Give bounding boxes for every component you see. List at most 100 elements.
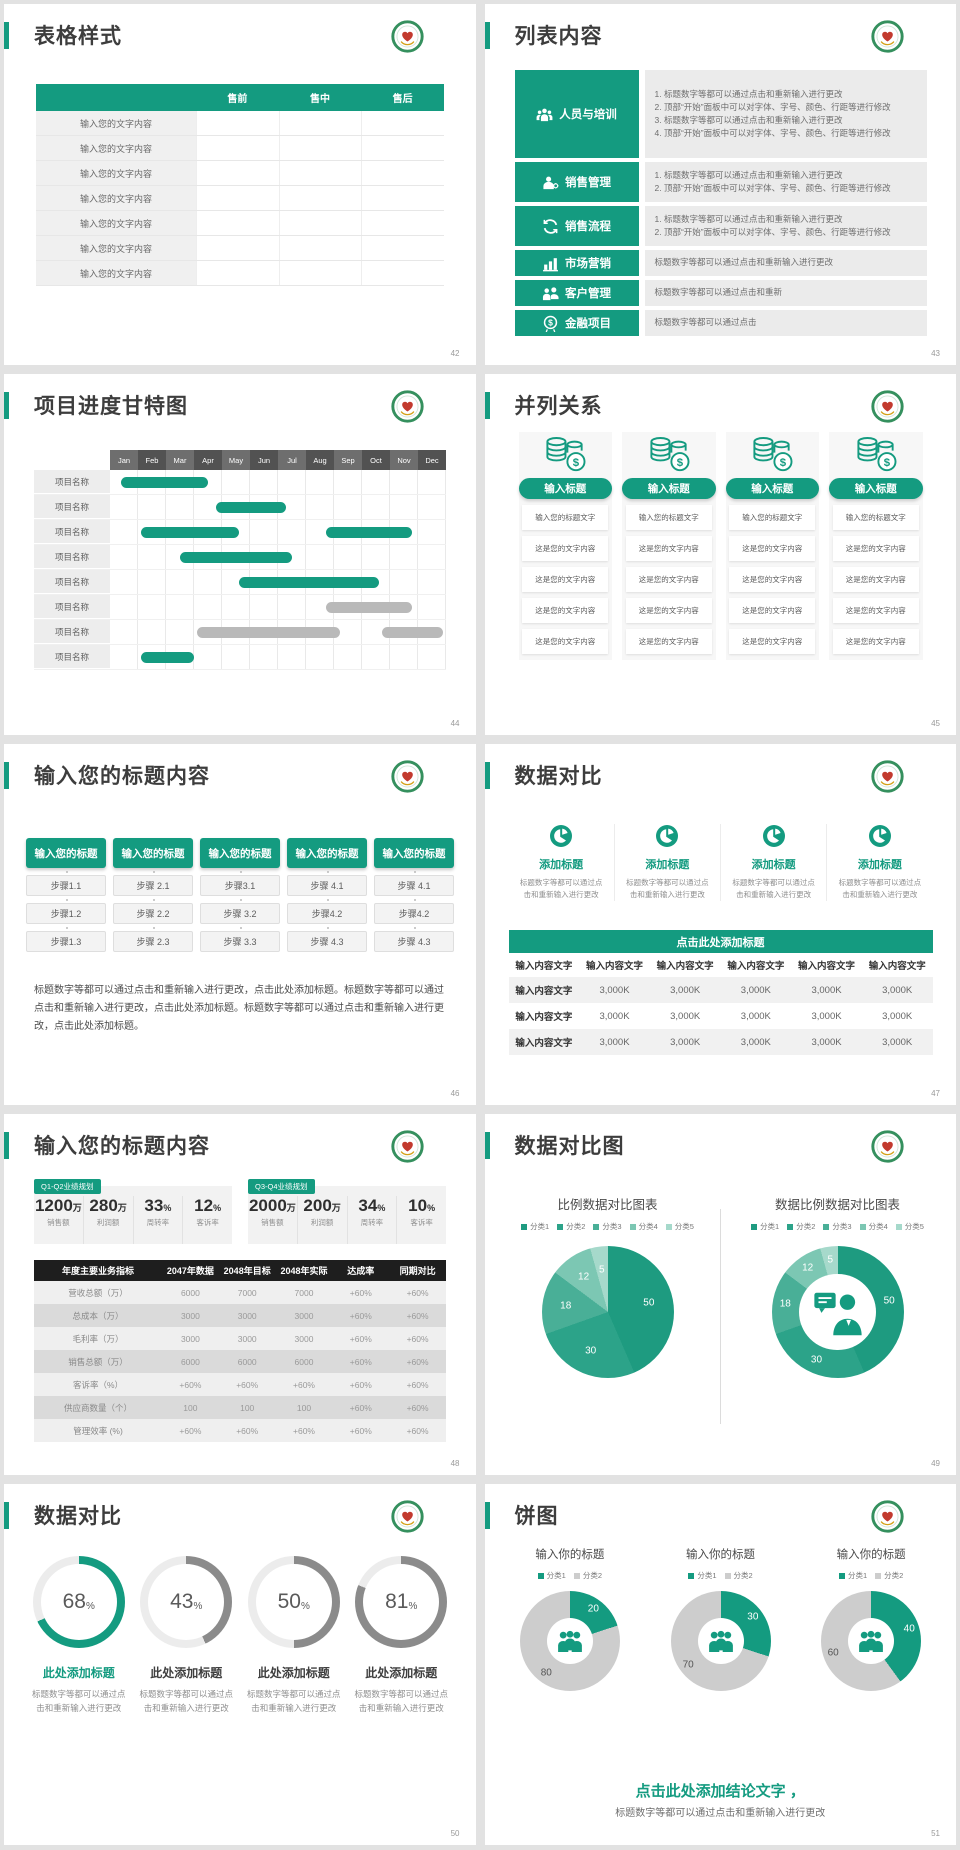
hospital-logo-icon — [871, 390, 904, 423]
table-row: 输入您的文字内容 — [36, 136, 445, 161]
slice-value-label: 80 — [540, 1667, 552, 1679]
text-box: 这是您的文字内容 — [522, 598, 609, 623]
gantt-row-label: 项目名称 — [34, 470, 110, 494]
step-column-header: 输入您的标题 — [26, 838, 106, 868]
title-accent-bar — [484, 762, 490, 789]
slide-48-kpi-table[interactable]: 输入您的标题内容 Q1-Q2业绩规划 1200万 销售额 280万 利润额 33… — [4, 1114, 476, 1475]
description-line: 标题数字等都可以通过点击和重新输入进行更改 — [654, 257, 834, 268]
slide-47-data-compare[interactable]: 数据对比 添加标题 标题数字等都可以通过点击和重新输入进行更改 添加标题 标题数… — [484, 744, 956, 1105]
table-cell — [196, 186, 279, 210]
legend-item: 分类1 — [521, 1221, 549, 1232]
text-box: 这是您的文字内容 — [729, 629, 816, 654]
stat-label: 销售额 — [47, 1218, 70, 1227]
stat-value: 280 — [89, 1196, 118, 1215]
list-item: 销售管理 1. 标题数字等都可以通过点击和重新输入进行更改 2. 顶部“开始”面板… — [514, 162, 927, 202]
legend-swatch — [787, 1223, 794, 1230]
table-cell — [278, 236, 362, 260]
legend-swatch — [521, 1223, 528, 1230]
legend-swatch — [875, 1572, 882, 1579]
step-box: 步骤1.3 — [26, 927, 106, 952]
legend-item: 分类4 — [629, 1221, 658, 1232]
donut-chart-block: 输入你的标题 分类1 分类2 30 70 — [649, 1546, 792, 1691]
donut-chart: 40 60 — [821, 1591, 922, 1691]
description-line: 3. 标题数字等都可以通过点击和重新输入进行更改 — [654, 115, 843, 125]
legend-label: 分类3 — [832, 1222, 852, 1231]
progress-value: 81% — [385, 1590, 418, 1613]
legend-label: 分类2 — [566, 1222, 586, 1231]
gantt-row-track — [110, 645, 446, 669]
table-cell — [361, 186, 445, 210]
gantt-row-track — [110, 570, 446, 594]
kpi-table: 年度主要业务指标 2047年数据 2048年目标 2048年实际 达成率 同期对… — [34, 1260, 446, 1442]
stat-label: 周转率 — [146, 1218, 170, 1227]
sync-arrows-icon — [542, 218, 559, 235]
title-accent-bar — [484, 1502, 490, 1529]
stat-label: 利润额 — [96, 1218, 120, 1227]
people-icon — [708, 1630, 733, 1653]
stat-item: 12% 客诉率 — [182, 1196, 232, 1244]
gantt-row-label: 项目名称 — [34, 495, 110, 519]
donut-center — [848, 1618, 895, 1664]
step-box: 步骤 2.2 — [113, 899, 193, 924]
step-box: 步骤 4.1 — [374, 871, 454, 896]
feature-title: 添加标题 — [751, 859, 796, 871]
description-line: 标题数字等都可以通过点击和重新 — [654, 287, 783, 298]
list-item-description: 1. 标题数字等都可以通过点击和重新输入进行更改 2. 顶部“开始”面板中可以对字… — [644, 70, 927, 158]
table-cell — [361, 136, 445, 160]
slide-42-table-style[interactable]: 表格样式 售前 售中 售后 输入您的文字内容 输入您的文字内容 输入您的文字内容… — [4, 4, 476, 365]
slide-46-steps[interactable]: 输入您的标题内容 输入您的标题 步骤1.1 步骤1.2 步骤1.3 输入您的标题… — [4, 744, 476, 1105]
table-row: 输入您的文字内容 — [36, 161, 445, 186]
row-label: 输入您的文字内容 — [36, 236, 196, 260]
slide-title: 数据对比图 — [514, 1135, 625, 1158]
chart-title: 输入你的标题 — [686, 1549, 755, 1561]
table-cell — [196, 211, 279, 235]
legend-label: 分类1 — [697, 1571, 717, 1580]
stat-value: 10 — [408, 1196, 428, 1215]
slide-49-compare-charts[interactable]: 数据对比图 比例数据对比图表 分类1 分类2 分类3 分类4 分类5 50 30 18 12 5… — [484, 1114, 956, 1475]
parallel-column: $ 输入标题 输入您的标题文字 这是您的文字内容 这是您的文字内容 这是您的文字… — [622, 432, 716, 660]
slice-value-label: 18 — [560, 1300, 572, 1312]
data-table: 输入内容文字 输入内容文字 输入内容文字 输入内容文字 输入内容文字 输入内容文… — [508, 953, 933, 1055]
slide-title: 并列关系 — [514, 395, 603, 418]
slide-45-parallel[interactable]: 并列关系 $ 输入标题 输入您的标题文字 这是您的文字内容 这是您的文字内容 这… — [484, 374, 956, 735]
step-box: 步骤 2.1 — [113, 871, 193, 896]
list: 人员与培训 1. 标题数字等都可以通过点击和重新输入进行更改 2. 顶部“开始”面… — [514, 70, 927, 336]
stat-item: 1200万 销售额 — [34, 1196, 83, 1244]
legend-swatch — [537, 1572, 544, 1579]
gantt-row: 项目名称 — [34, 570, 446, 595]
step-box: 步骤3.1 — [200, 871, 280, 896]
feature-description: 标题数字等都可以通过点击和重新输入进行更改 — [838, 878, 922, 899]
list-item: 人员与培训 1. 标题数字等都可以通过点击和重新输入进行更改 2. 顶部“开始”面… — [514, 70, 927, 158]
slide-44-gantt[interactable]: 项目进度甘特图 Jan Feb Mar Apr May Jun Jul Aug Sep Oct No… — [4, 374, 476, 735]
text-box: 这是您的文字内容 — [832, 567, 919, 592]
stat-item: 280万 利润额 — [82, 1196, 133, 1244]
slide-51-pie-charts[interactable]: 饼图 输入你的标题 分类1 分类2 20 80 输入你的标题 分类1 分类2 — [484, 1484, 956, 1845]
ring-description: 标题数字等都可以通过点击和重新输入进行更改 — [246, 1689, 341, 1714]
slice-value-label: 70 — [682, 1659, 694, 1670]
text-box: 这是您的文字内容 — [625, 598, 712, 623]
stat-unit: % — [163, 1203, 172, 1213]
ring-description: 标题数字等都可以通过点击和重新输入进行更改 — [31, 1689, 126, 1714]
row-label: 输入您的文字内容 — [36, 161, 196, 185]
svg-text:$: $ — [884, 457, 891, 469]
list-item-title: 金融项目 — [565, 318, 611, 330]
slide-50-progress-rings[interactable]: 数据对比 68% 此处添加标题 标题数字等都可以通过点击和重新输入进行更改 43… — [4, 1484, 476, 1845]
text-box: 输入您的标题文字 — [522, 505, 609, 530]
list-item: 客户管理 标题数字等都可以通过点击和重新 — [514, 280, 927, 306]
description-line: 2. 顶部“开始”面板中可以对字体、字号、颜色、行距等进行修改 — [654, 183, 891, 193]
table-cell — [278, 136, 362, 160]
page-number: 48 — [450, 1459, 460, 1468]
slide-43-list-content[interactable]: 列表内容 人员与培训 1. 标题数字等都可以通过点击和重新输入进行更改 2. 顶部… — [484, 4, 956, 365]
chart-title: 比例数据对比图表 — [557, 1198, 658, 1212]
table-cell — [278, 111, 362, 135]
feature-column: 添加标题 标题数字等都可以通过点击和重新输入进行更改 — [827, 824, 932, 901]
list-item-description: 标题数字等都可以通过点击 — [644, 310, 927, 336]
stat-label: 客诉率 — [410, 1218, 433, 1227]
step-columns: 输入您的标题 步骤1.1 步骤1.2 步骤1.3 输入您的标题 步骤 2.1 步… — [26, 838, 454, 952]
gantt-row-track — [110, 620, 446, 644]
row-label: 输入您的文字内容 — [36, 211, 196, 235]
legend-swatch — [724, 1572, 731, 1579]
slice-value-label: 12 — [578, 1271, 590, 1283]
stat-label: 销售额 — [261, 1218, 284, 1227]
